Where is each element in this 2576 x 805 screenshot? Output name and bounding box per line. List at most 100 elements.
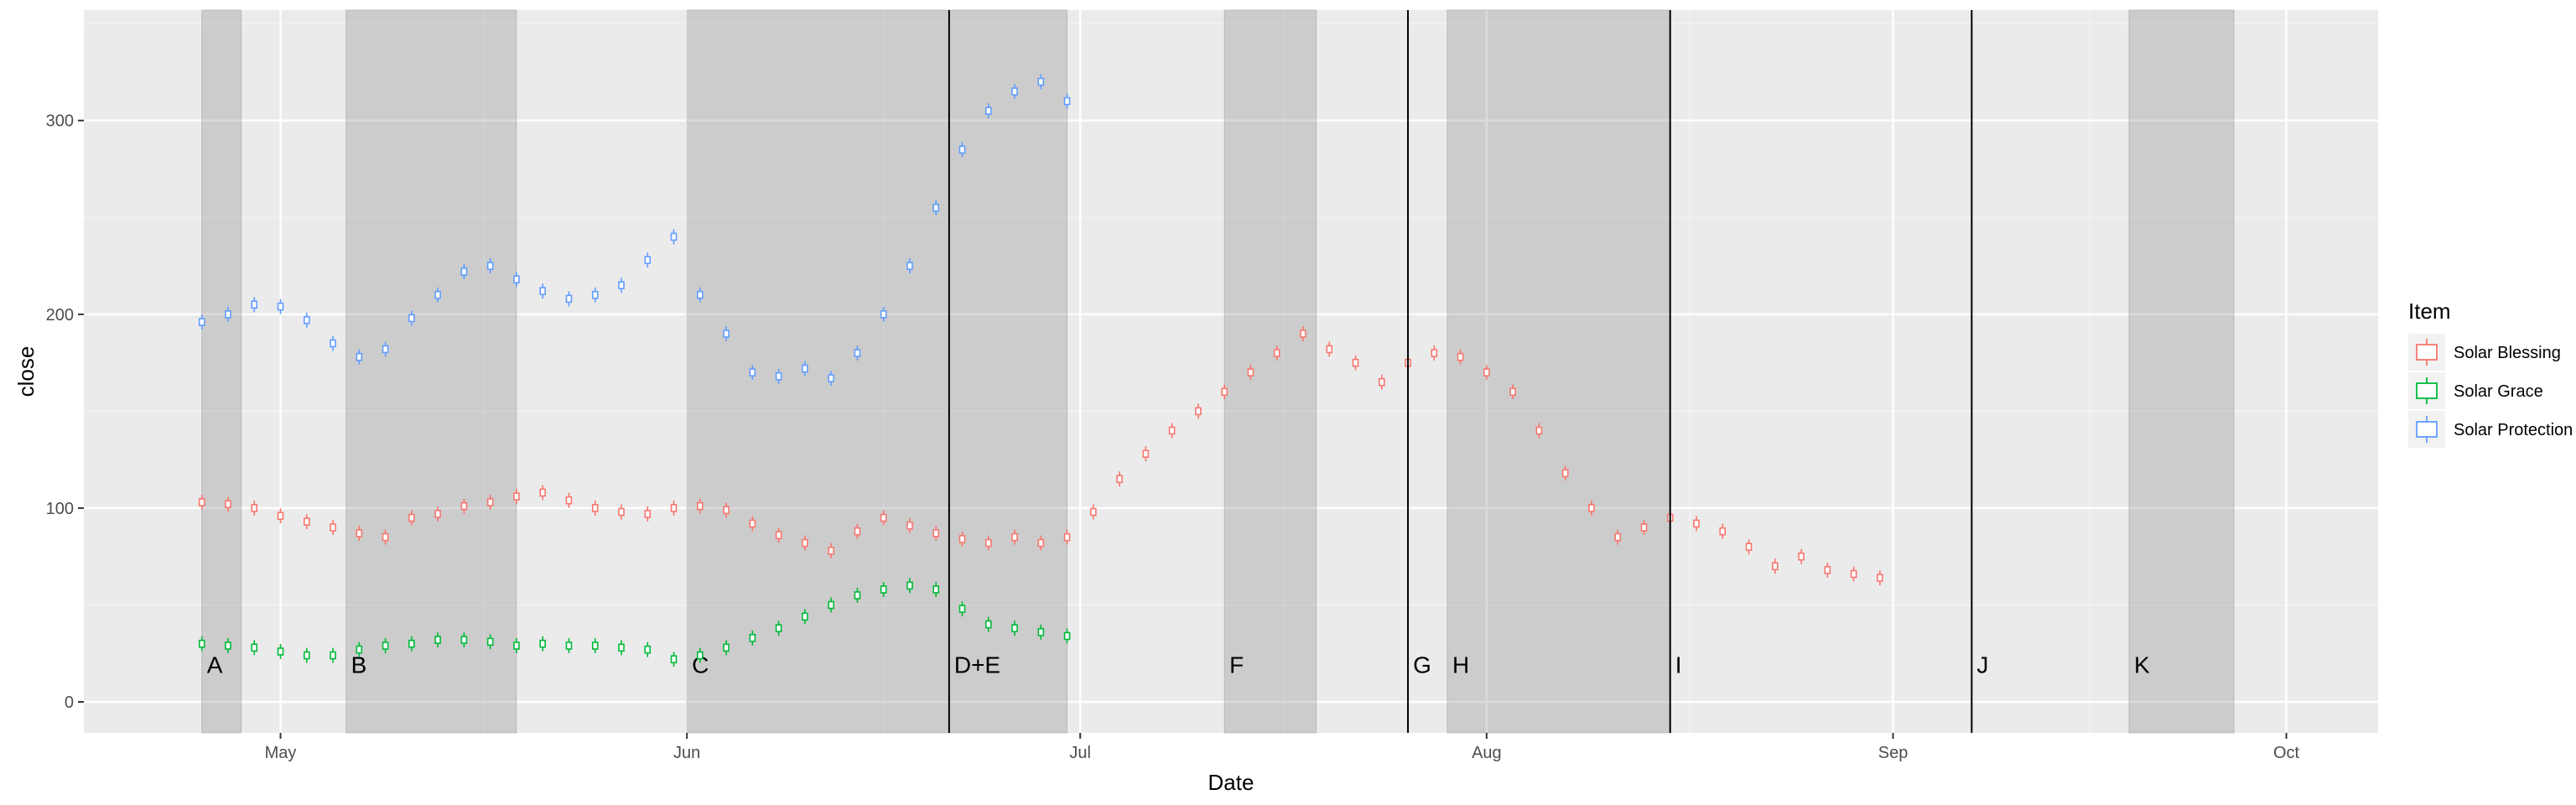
- shaded-period: [686, 9, 1068, 734]
- data-box: [828, 546, 834, 555]
- event-label: D+E: [954, 652, 1000, 678]
- data-series: [198, 74, 1883, 667]
- data-box: [1063, 631, 1071, 641]
- data-box: [749, 368, 756, 377]
- x-tick-label: Aug: [1472, 744, 1502, 762]
- data-box: [670, 232, 678, 242]
- data-box: [854, 527, 861, 536]
- legend-key-box: [2416, 421, 2438, 438]
- period-label: F: [1229, 652, 1244, 678]
- data-box: [277, 302, 284, 311]
- data-box: [408, 314, 415, 323]
- data-box: [1116, 475, 1123, 484]
- x-axis-title: Date: [1208, 770, 1254, 795]
- data-box: [460, 501, 468, 511]
- data-box: [1535, 426, 1543, 435]
- data-box: [251, 300, 258, 309]
- data-box: [697, 501, 704, 511]
- data-box: [802, 612, 808, 621]
- x-tick-label: Jun: [673, 744, 700, 762]
- data-box: [618, 281, 625, 289]
- data-box: [225, 500, 231, 509]
- data-box: [906, 581, 913, 590]
- shaded-period: [1223, 9, 1317, 734]
- data-box: [330, 339, 336, 348]
- data-box: [932, 529, 940, 538]
- data-box: [1378, 377, 1385, 387]
- data-box: [906, 262, 913, 270]
- data-box: [486, 498, 494, 506]
- data-box: [1588, 504, 1595, 512]
- data-box: [513, 492, 520, 501]
- data-box: [932, 203, 940, 212]
- data-box: [1037, 538, 1045, 548]
- period-label: B: [351, 652, 367, 678]
- data-box: [1352, 358, 1359, 367]
- data-box: [1693, 519, 1700, 528]
- legend-key-box: [2416, 344, 2438, 361]
- data-box: [906, 521, 913, 530]
- data-box: [1273, 349, 1280, 357]
- data-box: [565, 294, 573, 304]
- period-label: K: [2134, 652, 2150, 678]
- data-box: [303, 651, 310, 660]
- shaded-period: [201, 9, 242, 734]
- x-tick-label: Oct: [2273, 744, 2300, 762]
- data-box: [565, 641, 573, 650]
- data-box: [225, 641, 231, 650]
- series-solar-grace: [198, 578, 1071, 667]
- data-box: [1063, 96, 1071, 106]
- data-box: [802, 364, 808, 373]
- data-box: [749, 633, 756, 642]
- data-box: [1037, 77, 1045, 86]
- data-box: [644, 645, 652, 654]
- data-box: [356, 529, 363, 538]
- data-box: [1798, 552, 1805, 561]
- data-box: [591, 504, 599, 512]
- data-box: [1431, 349, 1438, 357]
- data-box: [539, 287, 547, 295]
- data-box: [1745, 543, 1753, 551]
- data-box: [1011, 624, 1018, 633]
- legend-label: Solar Protection: [2454, 421, 2573, 439]
- y-tick-label: 300: [46, 112, 74, 131]
- data-box: [1640, 523, 1648, 532]
- data-box: [382, 345, 389, 354]
- data-box: [251, 643, 258, 652]
- data-box: [356, 352, 363, 361]
- data-box: [880, 585, 887, 594]
- data-box: [460, 636, 468, 644]
- legend: Item Solar Blessing Solar Grace Solar Prot…: [2408, 299, 2573, 448]
- data-box: [1168, 426, 1176, 435]
- data-box: [697, 651, 704, 660]
- data-box: [749, 519, 756, 528]
- data-box: [513, 275, 520, 284]
- y-tick-label: 0: [65, 693, 74, 712]
- data-box: [1457, 352, 1464, 361]
- legend-key-box: [2416, 382, 2438, 399]
- shaded-period: [345, 9, 517, 734]
- data-box: [723, 643, 730, 652]
- data-box: [1824, 566, 1831, 574]
- data-box: [1719, 527, 1727, 536]
- data-box: [591, 641, 599, 650]
- data-box: [382, 641, 389, 650]
- data-box: [1142, 449, 1150, 459]
- plot-panel: [84, 10, 2378, 733]
- data-box: [828, 374, 834, 382]
- data-box: [565, 496, 573, 505]
- data-box: [1195, 407, 1202, 416]
- data-box: [1247, 368, 1254, 377]
- data-box: [958, 145, 966, 154]
- data-box: [513, 641, 520, 650]
- data-box: [1011, 532, 1018, 542]
- data-box: [460, 267, 468, 276]
- event-lines: D+E G I J: [948, 10, 1988, 733]
- data-box: [1300, 330, 1306, 338]
- x-tick-label: Jul: [1069, 744, 1091, 762]
- data-box: [434, 636, 441, 644]
- y-tick-label: 100: [46, 500, 74, 518]
- y-axis: 0 100 200 300: [46, 112, 84, 712]
